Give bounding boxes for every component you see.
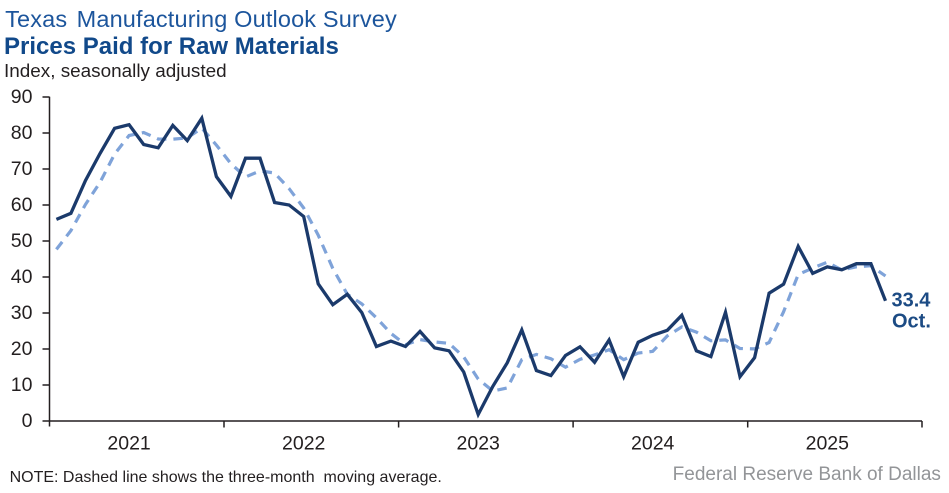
svg-text:40: 40: [11, 266, 33, 288]
svg-text:Oct.: Oct.: [892, 311, 931, 333]
svg-text:2022: 2022: [282, 433, 325, 455]
svg-text:90: 90: [11, 86, 33, 108]
svg-text:2023: 2023: [457, 433, 500, 455]
svg-text:33.4: 33.4: [892, 290, 932, 312]
svg-text:50: 50: [11, 230, 33, 252]
svg-text:80: 80: [11, 122, 33, 144]
svg-text:10: 10: [11, 374, 33, 396]
svg-text:0: 0: [22, 410, 33, 432]
svg-text:30: 30: [11, 302, 33, 324]
svg-text:20: 20: [11, 338, 33, 360]
svg-text:2021: 2021: [107, 433, 150, 455]
svg-text:2025: 2025: [806, 433, 850, 455]
svg-text:70: 70: [11, 158, 33, 180]
svg-text:60: 60: [11, 194, 33, 216]
svg-text:2024: 2024: [631, 433, 675, 455]
